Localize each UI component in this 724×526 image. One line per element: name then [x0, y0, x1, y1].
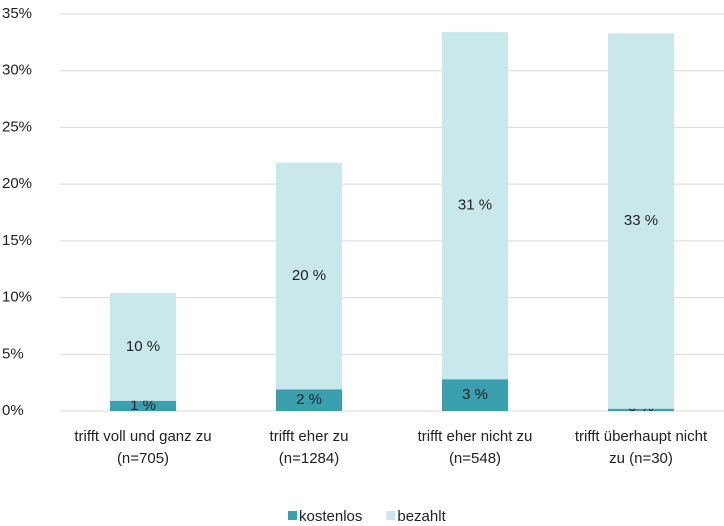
x-tick-label: trifft eher zu	[270, 428, 349, 445]
x-tick-label: (n=1284)	[279, 450, 339, 467]
bar-segment	[276, 389, 342, 411]
x-tick-label: zu (n=30)	[609, 450, 673, 467]
y-tick-label: 5%	[2, 345, 24, 362]
x-tick-label: trifft eher nicht zu	[418, 428, 533, 445]
y-tick-label: 20%	[2, 175, 32, 192]
legend-label: kostenlos	[299, 508, 362, 525]
data-label: 3 %	[462, 386, 488, 403]
y-tick-label: 30%	[2, 62, 32, 79]
y-tick-label: 0%	[2, 402, 24, 419]
data-label: 2 %	[296, 391, 322, 408]
bar-segment	[442, 379, 508, 411]
data-label: 20 %	[292, 267, 326, 284]
legend-swatch	[288, 511, 297, 520]
data-label: 1 %	[130, 397, 156, 414]
legend-label: bezahlt	[397, 508, 446, 525]
y-tick-label: 25%	[2, 118, 32, 135]
x-tick-label: (n=705)	[117, 450, 169, 467]
x-tick-label: trifft überhaupt nicht	[575, 428, 708, 445]
x-tick-label: (n=548)	[449, 450, 501, 467]
bar-segment	[110, 293, 176, 401]
bar-segment	[608, 33, 674, 409]
bar-segment	[608, 408, 674, 411]
bar-segment	[110, 400, 176, 411]
bar-segment	[276, 162, 342, 390]
x-tick-label: trifft voll und ganz zu	[74, 428, 211, 445]
data-label: 33 %	[624, 212, 658, 229]
y-tick-label: 35%	[2, 5, 32, 22]
legend-swatch	[386, 511, 396, 520]
y-tick-label: 15%	[2, 232, 32, 249]
y-tick-label: 10%	[2, 289, 32, 306]
bar-segment	[442, 32, 508, 380]
data-label: 31 %	[458, 197, 492, 214]
data-label: 10 %	[126, 338, 160, 355]
